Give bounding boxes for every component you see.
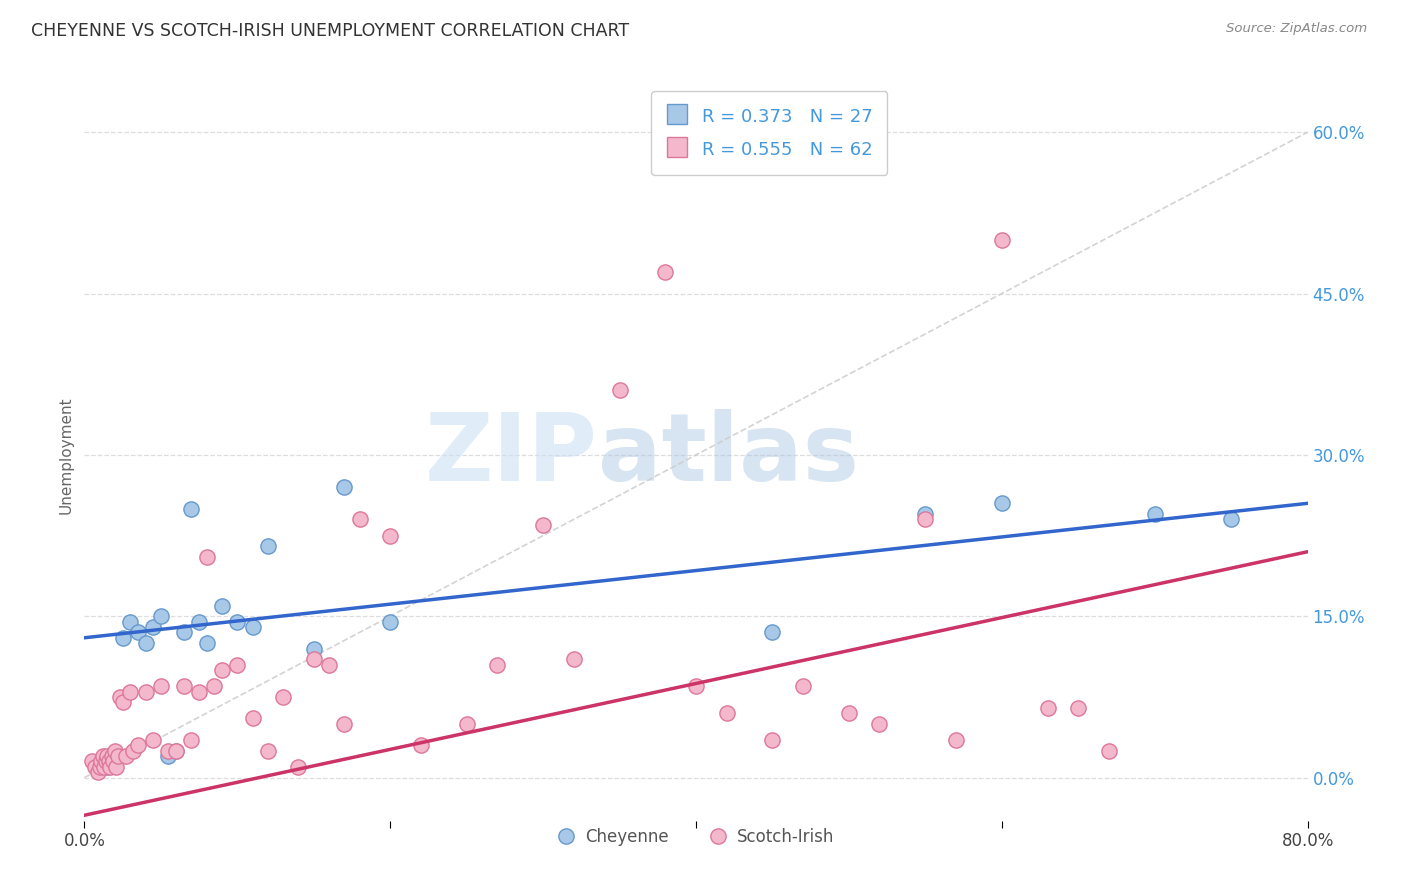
Point [531, 517, 554, 532]
Point [257, 539, 280, 553]
Point [654, 265, 676, 279]
Point [333, 480, 356, 494]
Point [107, 749, 129, 764]
Point [486, 657, 509, 672]
Point [716, 706, 738, 720]
Point [103, 755, 125, 769]
Y-axis label: Unemployment: Unemployment [58, 396, 73, 514]
Point [380, 615, 402, 629]
Point [226, 615, 249, 629]
Point [761, 625, 783, 640]
Point [1220, 512, 1243, 526]
Point [142, 620, 165, 634]
Point [195, 636, 218, 650]
Point [318, 657, 340, 672]
Point [84, 760, 107, 774]
Point [211, 663, 233, 677]
Point [96, 760, 118, 774]
Point [173, 625, 195, 640]
Legend: Cheyenne, Scotch-Irish: Cheyenne, Scotch-Irish [551, 822, 841, 853]
Point [609, 384, 631, 398]
Point [945, 733, 967, 747]
Point [349, 512, 371, 526]
Point [104, 744, 127, 758]
Point [1036, 700, 1059, 714]
Point [211, 599, 233, 613]
Point [409, 739, 432, 753]
Point [173, 679, 195, 693]
Point [97, 755, 120, 769]
Point [287, 760, 309, 774]
Point [105, 760, 128, 774]
Point [94, 755, 117, 769]
Point [202, 679, 225, 693]
Point [165, 744, 187, 758]
Point [101, 749, 124, 764]
Point [761, 733, 783, 747]
Text: ZIP: ZIP [425, 409, 598, 501]
Point [91, 749, 114, 764]
Text: Source: ZipAtlas.com: Source: ZipAtlas.com [1226, 22, 1367, 36]
Point [242, 620, 264, 634]
Point [914, 512, 936, 526]
Point [142, 733, 165, 747]
Point [108, 690, 131, 704]
Point [87, 765, 110, 780]
Point [120, 615, 142, 629]
Point [914, 507, 936, 521]
Point [135, 684, 157, 698]
Point [188, 684, 211, 698]
Point [271, 690, 294, 704]
Point [456, 716, 478, 731]
Point [869, 716, 891, 731]
Point [104, 749, 127, 764]
Point [135, 636, 157, 650]
Point [149, 679, 172, 693]
Text: CHEYENNE VS SCOTCH-IRISH UNEMPLOYMENT CORRELATION CHART: CHEYENNE VS SCOTCH-IRISH UNEMPLOYMENT CO… [31, 22, 628, 40]
Point [226, 657, 249, 672]
Point [302, 641, 325, 656]
Point [111, 695, 134, 709]
Point [114, 749, 136, 764]
Point [90, 755, 112, 769]
Point [991, 496, 1014, 510]
Point [1067, 700, 1090, 714]
Point [302, 652, 325, 666]
Point [122, 744, 145, 758]
Point [80, 755, 103, 769]
Point [93, 760, 115, 774]
Point [165, 744, 187, 758]
Point [89, 760, 111, 774]
Point [195, 550, 218, 565]
Point [188, 615, 211, 629]
Point [838, 706, 860, 720]
Point [120, 684, 142, 698]
Point [1143, 507, 1166, 521]
Point [157, 744, 180, 758]
Point [180, 501, 202, 516]
Point [127, 625, 149, 640]
Point [991, 233, 1014, 247]
Point [149, 609, 172, 624]
Point [685, 679, 707, 693]
Point [127, 739, 149, 753]
Point [1098, 744, 1121, 758]
Point [257, 744, 280, 758]
Point [180, 733, 202, 747]
Point [333, 716, 356, 731]
Point [562, 652, 585, 666]
Point [111, 631, 134, 645]
Point [98, 760, 121, 774]
Point [242, 711, 264, 725]
Point [380, 528, 402, 542]
Point [96, 749, 118, 764]
Point [792, 679, 814, 693]
Point [157, 749, 180, 764]
Point [89, 755, 111, 769]
Text: atlas: atlas [598, 409, 859, 501]
